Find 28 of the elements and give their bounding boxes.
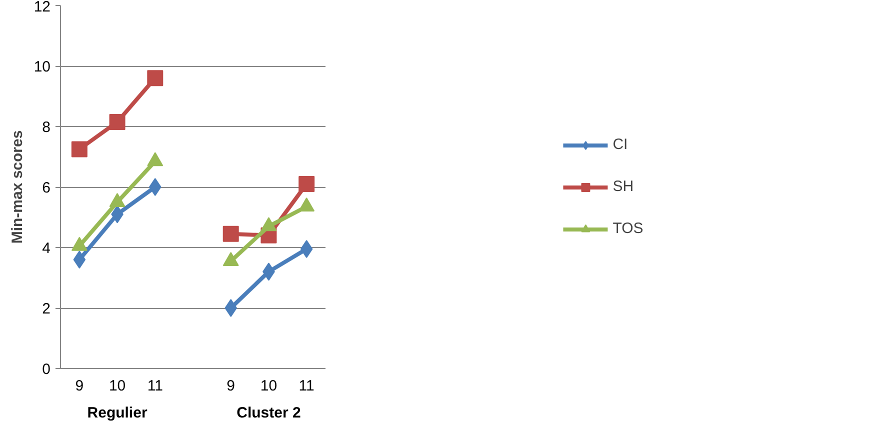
point — [148, 178, 162, 196]
point — [300, 240, 313, 258]
y-tick-label: 4 — [42, 240, 50, 257]
x-tick-label: 11 — [147, 378, 163, 394]
point — [147, 70, 164, 86]
legend-label: TOS — [612, 220, 644, 237]
y-tick-label: 8 — [42, 119, 50, 136]
point — [73, 250, 86, 269]
point — [71, 141, 88, 158]
y-tick-label: 2 — [42, 300, 50, 318]
y-tick-label: 10 — [34, 58, 51, 76]
point — [298, 176, 315, 192]
y-axis-title: Min-max scores — [8, 130, 26, 244]
text: Cluster 2 — [236, 404, 301, 422]
y-tick-label: 6 — [42, 180, 50, 196]
text: Regulier — [87, 404, 148, 422]
x-tick-label: 9 — [75, 378, 84, 394]
legend-label: CI — [612, 136, 629, 153]
y-tick-label: 0 — [42, 361, 50, 378]
point — [222, 226, 239, 242]
x-tick-label: 11 — [298, 378, 314, 394]
y-tick-label: 12 — [34, 0, 51, 16]
x-tick-label: 9 — [226, 378, 236, 394]
point — [109, 114, 126, 130]
legend-label: SH — [612, 178, 634, 195]
x-tick-label: 10 — [260, 378, 278, 394]
point — [224, 299, 238, 317]
x-tick-label: 10 — [108, 378, 126, 394]
